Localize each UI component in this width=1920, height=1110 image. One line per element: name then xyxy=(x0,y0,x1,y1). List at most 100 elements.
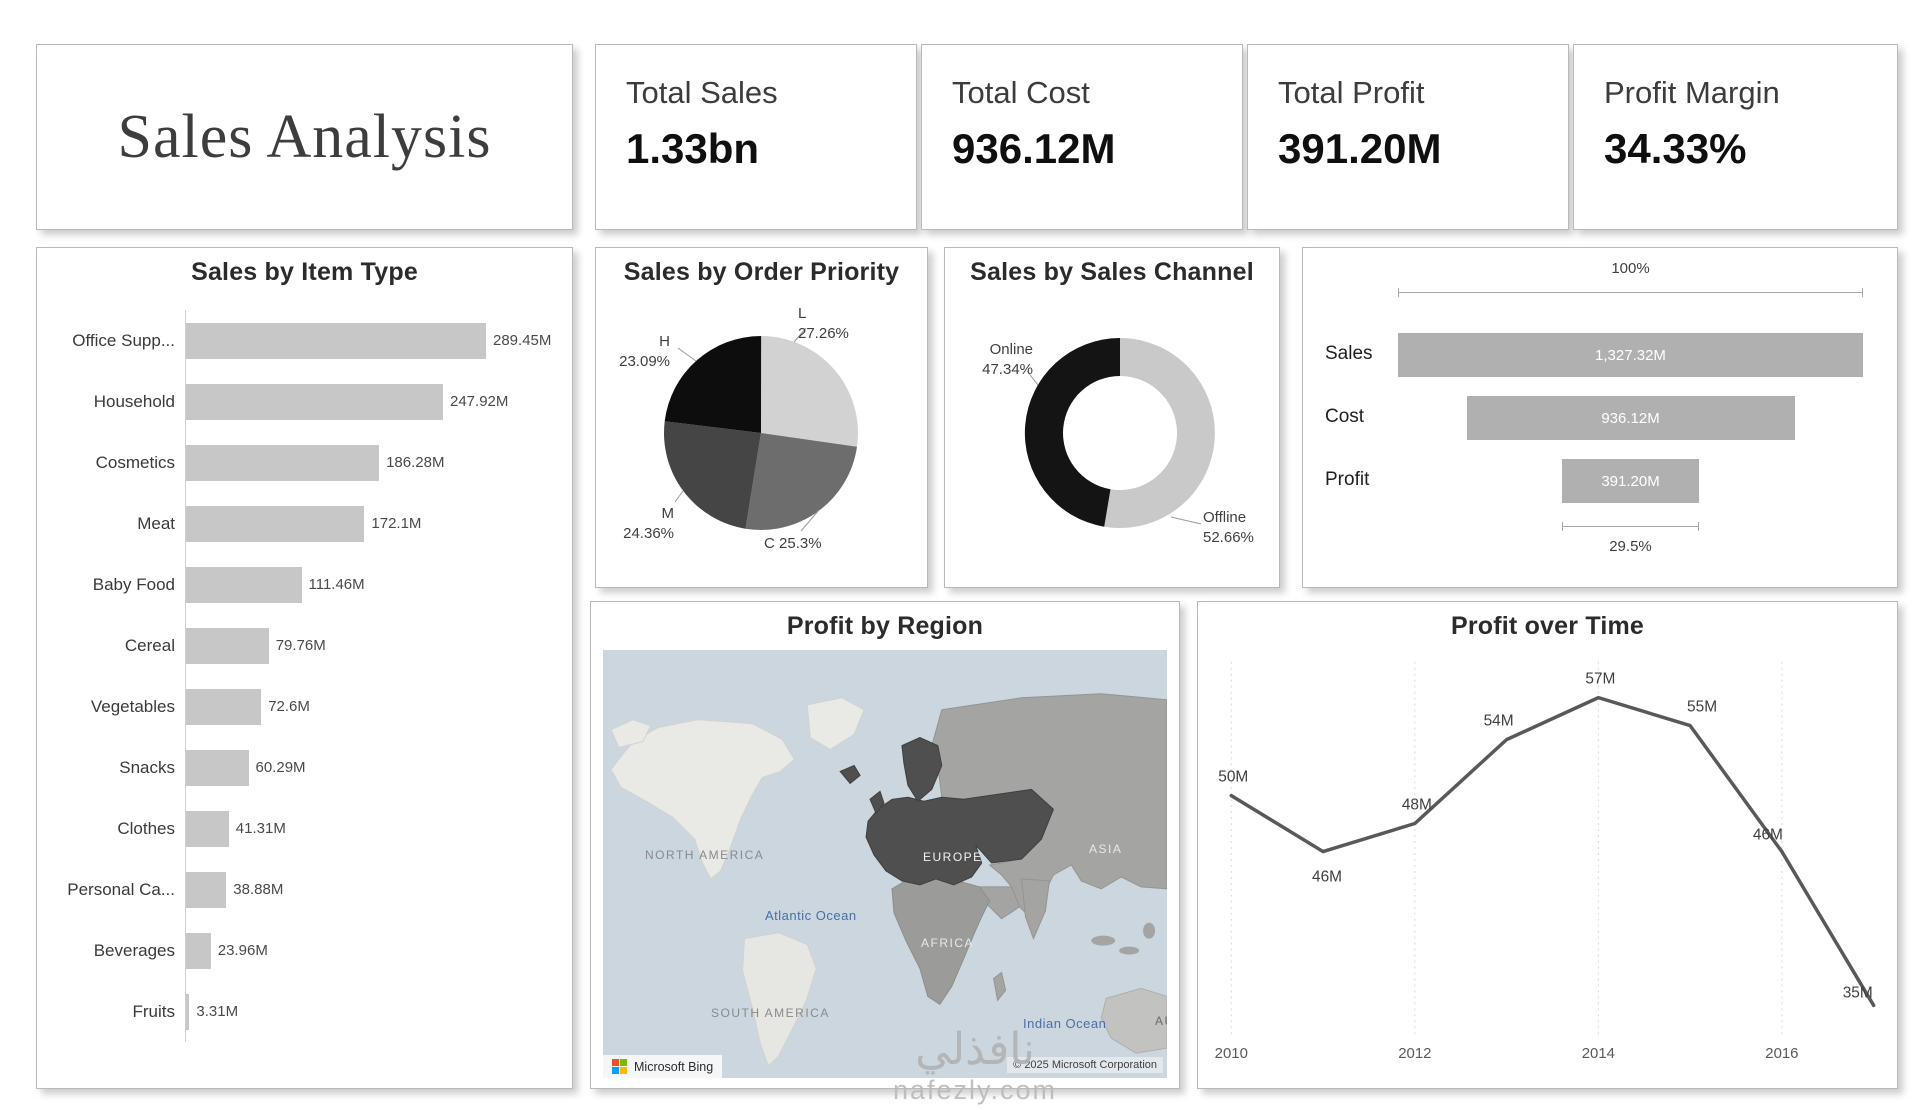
slice-percent: 47.34% xyxy=(982,360,1033,378)
bar-chart-plot: Office Supp... 289.45M Household 247.92M Cos… xyxy=(37,310,566,1042)
bar-snacks[interactable] xyxy=(186,749,249,786)
x-tick-label: 2012 xyxy=(1398,1045,1431,1062)
funnel-bar-sales[interactable]: 1,327.32M xyxy=(1398,333,1863,377)
bar-fruits[interactable] xyxy=(186,993,190,1030)
point-label: 46M xyxy=(1753,827,1783,844)
chart-title: Sales by Sales Channel xyxy=(970,258,1254,286)
region-europe-highlighted[interactable] xyxy=(865,788,1054,886)
funnel-top-bracket xyxy=(1398,288,1863,297)
value-label: 23.96M xyxy=(217,942,268,959)
region-indonesia[interactable] xyxy=(1091,935,1116,946)
bar-clothes[interactable] xyxy=(186,810,229,847)
region-alaska[interactable] xyxy=(610,719,652,749)
bar-track: 23.96M xyxy=(185,920,566,981)
category-label: Household xyxy=(93,391,175,411)
ms-logo-square xyxy=(612,1059,619,1066)
pie-slice-c[interactable] xyxy=(745,433,858,530)
x-tick-label: 2014 xyxy=(1582,1045,1615,1062)
bar-household[interactable] xyxy=(186,383,443,420)
value-label: 172.1M xyxy=(371,515,422,532)
map-attribution: Microsoft Bing xyxy=(603,1055,723,1078)
pie-slice-l[interactable] xyxy=(761,336,858,447)
bar-track: 3.31M xyxy=(185,981,566,1042)
pie-slice-h[interactable] xyxy=(664,335,762,433)
point-label: 48M xyxy=(1402,797,1432,814)
category-label: Beverages xyxy=(93,940,175,960)
bar-row: Vegetables 72.6M xyxy=(37,676,566,737)
kpi-card-total-cost[interactable]: Total Cost 936.12M xyxy=(921,44,1243,230)
value-label: 289.45M xyxy=(493,332,552,349)
microsoft-logo-icon xyxy=(612,1059,627,1074)
funnel-bar-profit[interactable]: 391.20M xyxy=(1562,459,1699,503)
sales-by-order-priority-chart: Sales by Order Priority L 27.26% H 23.09… xyxy=(595,247,928,588)
funnel-value: 1,327.32M xyxy=(1595,346,1666,364)
kpi-label: Profit Margin xyxy=(1604,75,1780,110)
bar-track: 186.28M xyxy=(185,432,566,493)
region-indonesia-2[interactable] xyxy=(1119,946,1140,955)
region-philippines[interactable] xyxy=(1143,922,1156,939)
bar-vegetables[interactable] xyxy=(186,688,262,725)
slice-label: H xyxy=(659,333,670,350)
bar-cereal[interactable] xyxy=(186,627,269,664)
bar-baby-food[interactable] xyxy=(186,566,302,603)
bar-beverages[interactable] xyxy=(186,932,211,969)
chart-title: Sales by Order Priority xyxy=(623,258,900,286)
donut-slice-online[interactable] xyxy=(1024,337,1120,527)
region-iceland[interactable] xyxy=(839,764,861,785)
kpi-card-total-sales[interactable]: Total Sales 1.33bn xyxy=(595,44,917,230)
sales-by-item-type-chart: Sales by Item Type Office Supp... 289.45M… xyxy=(36,247,573,1089)
pie-callout-m: M 24.36% xyxy=(612,504,674,543)
category-label: Clothes xyxy=(117,818,175,838)
world-map-svg[interactable] xyxy=(603,650,1167,1078)
funnel-label-sales: Sales xyxy=(1325,343,1373,364)
region-madagascar[interactable] xyxy=(993,971,1007,1002)
callout-line xyxy=(674,490,684,503)
value-label: 79.76M xyxy=(275,637,326,654)
pie-slice-m[interactable] xyxy=(663,421,761,529)
report-title: Sales Analysis xyxy=(117,102,492,171)
map-label-australia: AU xyxy=(1155,1014,1167,1028)
bar-meat[interactable] xyxy=(186,505,365,542)
region-south-america[interactable] xyxy=(742,932,817,1067)
region-north-america[interactable] xyxy=(610,719,795,880)
value-label: 247.92M xyxy=(450,393,509,410)
kpi-label: Total Profit xyxy=(1278,75,1425,110)
bar-row: Snacks 60.29M xyxy=(37,737,566,798)
map-label-europe: EUROPE xyxy=(923,850,983,864)
bar-row: Clothes 41.31M xyxy=(37,798,566,859)
profit-line[interactable] xyxy=(1229,695,1876,1008)
category-label: Vegetables xyxy=(90,696,175,716)
line-chart[interactable]: 2010 2012 2014 2016 50M 46M 48M 54M 57M 55M 46M 35M xyxy=(1198,602,1897,1088)
world-map[interactable]: NORTH AMERICA SOUTH AMERICA EUROPE ASIA … xyxy=(603,650,1167,1078)
slice-percent: 25.3% xyxy=(779,535,822,552)
bar-row: Household 247.92M xyxy=(37,371,566,432)
region-uk[interactable] xyxy=(869,790,885,815)
donut-callout-offline: Offline 52.66% xyxy=(1203,508,1254,547)
kpi-card-total-profit[interactable]: Total Profit 391.20M xyxy=(1247,44,1569,230)
slice-label: L xyxy=(798,305,807,322)
donut-slice-offline[interactable] xyxy=(1104,338,1215,528)
map-label-atlantic-ocean: Atlantic Ocean xyxy=(765,908,857,923)
x-tick-label: 2016 xyxy=(1765,1045,1798,1062)
bar-cosmetics[interactable] xyxy=(186,444,380,481)
value-label: 38.88M xyxy=(233,881,284,898)
kpi-card-profit-margin[interactable]: Profit Margin 34.33% xyxy=(1573,44,1898,230)
kpi-value: 936.12M xyxy=(952,125,1116,172)
region-scandinavia[interactable] xyxy=(901,737,943,803)
funnel-bottom-label: 29.5% xyxy=(1609,538,1652,555)
region-australia[interactable] xyxy=(1100,987,1167,1054)
funnel-bar-cost[interactable]: 936.12M xyxy=(1466,396,1795,440)
value-label: 72.6M xyxy=(268,698,310,715)
map-label-africa: AFRICA xyxy=(921,936,975,950)
bar-office-supp-[interactable] xyxy=(186,322,486,359)
region-india[interactable] xyxy=(1020,878,1050,941)
bar-row: Fruits 3.31M xyxy=(37,981,566,1042)
bar-personal-ca-[interactable] xyxy=(186,871,227,908)
bar-row: Baby Food 111.46M xyxy=(37,554,566,615)
donut-chart[interactable] xyxy=(945,288,1281,588)
ms-logo-square xyxy=(612,1067,619,1074)
pie-chart[interactable] xyxy=(596,288,929,588)
region-greenland[interactable] xyxy=(806,697,865,751)
funnel-value: 936.12M xyxy=(1601,409,1660,427)
